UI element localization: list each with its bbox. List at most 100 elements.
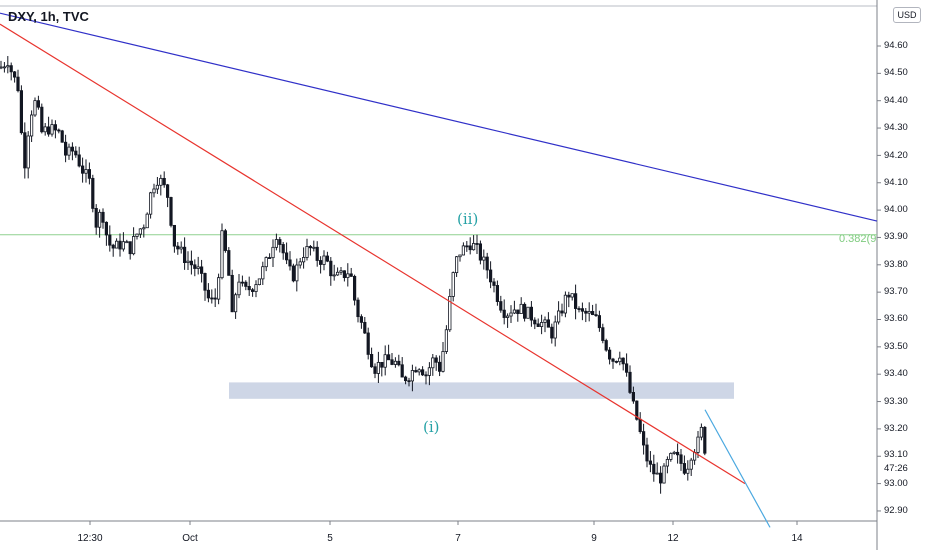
price-label-93.20: 93.20: [884, 423, 908, 434]
candle-155: [526, 306, 530, 319]
candle-20: [67, 143, 71, 160]
candle-95: [322, 250, 326, 271]
candle-5: [16, 69, 20, 93]
candle-133: [451, 271, 455, 302]
candle-89: [301, 247, 306, 269]
candle-148: [502, 299, 506, 325]
candle-194: [659, 466, 663, 494]
candle-161: [546, 312, 551, 328]
support-zone-0[interactable]: [229, 382, 734, 399]
candle-49: [165, 183, 170, 208]
candle-53: [179, 241, 183, 254]
candle-122: [414, 366, 418, 373]
candle-206: [699, 423, 704, 441]
candle-88: [298, 257, 302, 269]
candle-106: [359, 314, 364, 329]
candle-82: [278, 236, 282, 253]
candle-63: [213, 288, 217, 308]
candle-51: [172, 224, 176, 253]
candle-131: [444, 325, 449, 354]
candle-34: [115, 238, 119, 249]
candle-55: [186, 251, 190, 271]
candle-196: [665, 456, 670, 474]
candle-90: [305, 238, 309, 261]
candle-42: [142, 224, 146, 238]
candle-154: [523, 302, 527, 322]
candle-197: [669, 452, 673, 462]
candle-24: [81, 157, 85, 183]
downtrend-line[interactable]: [0, 23, 746, 485]
candle-175: [594, 303, 598, 317]
fib-level-label: 0.382(9: [839, 233, 877, 245]
candle-23: [77, 146, 81, 168]
candle-44: [148, 191, 153, 219]
candle-65: [220, 223, 224, 280]
currency-badge[interactable]: USD: [893, 7, 921, 23]
channel-line[interactable]: [0, 12, 878, 222]
candle-137: [465, 241, 469, 252]
candle-80: [271, 239, 275, 267]
candle-10: [33, 97, 37, 117]
plot-area[interactable]: [0, 0, 877, 521]
time-tick-label: 12:30: [77, 533, 102, 544]
symbol-title[interactable]: DXY, 1h, TVC: [8, 9, 89, 24]
time-tick-label: 14: [791, 533, 803, 544]
price-ticks: [877, 45, 881, 512]
time-tick-label: 5: [327, 533, 333, 544]
candle-99: [335, 267, 340, 276]
price-label-93.90: 93.90: [884, 231, 908, 242]
candle-118: [400, 357, 404, 378]
projection-line[interactable]: [704, 409, 771, 528]
candle-116: [393, 357, 398, 368]
candle-151: [512, 300, 517, 315]
candle-139: [471, 235, 476, 251]
candle-169: [574, 284, 578, 320]
candle-54: [182, 237, 187, 270]
candle-60: [203, 272, 207, 301]
candle-47: [159, 174, 163, 196]
candle-145: [492, 278, 496, 293]
candle-156: [529, 301, 534, 327]
candle-113: [383, 345, 387, 376]
candle-192: [652, 454, 656, 482]
candle-111: [376, 351, 381, 384]
candle-120: [407, 377, 411, 387]
candle-85: [288, 251, 292, 271]
price-label-94.20: 94.20: [884, 150, 908, 161]
candle-14: [47, 116, 51, 137]
candle-142: [482, 249, 486, 270]
wave-ii-label[interactable]: (ii): [457, 210, 479, 228]
candle-30: [101, 208, 105, 229]
candle-173: [587, 302, 591, 322]
candle-109: [369, 347, 374, 368]
price-label-92.90: 92.90: [884, 505, 908, 516]
price-label-93.40: 93.40: [884, 368, 908, 379]
candle-130: [441, 342, 445, 373]
candle-127: [431, 353, 435, 376]
candle-159: [540, 314, 544, 335]
candle-41: [138, 228, 142, 239]
price-label-93.00: 93.00: [884, 478, 908, 489]
candle-171: [580, 302, 585, 321]
candle-27: [91, 174, 95, 213]
candle-83: [281, 241, 285, 260]
candle-207: [703, 426, 707, 456]
candle-134: [454, 255, 459, 277]
trend-lines[interactable]: [0, 12, 878, 528]
candle-163: [553, 315, 557, 347]
candle-185: [628, 365, 632, 395]
candle-12: [40, 103, 44, 134]
candle-160: [543, 316, 547, 333]
time-ticks: 12:30 Oct 5 7 9 12 14: [77, 521, 803, 544]
candle-202: [686, 460, 690, 481]
candle-35: [118, 233, 122, 257]
candle-43: [145, 212, 149, 229]
candle-68: [230, 269, 234, 313]
candle-153: [519, 297, 523, 314]
price-label-93.30: 93.30: [884, 396, 908, 407]
candle-75: [254, 280, 258, 298]
candle-125: [424, 371, 428, 385]
candle-200: [679, 448, 683, 471]
wave-i-label[interactable]: (i): [423, 418, 440, 436]
